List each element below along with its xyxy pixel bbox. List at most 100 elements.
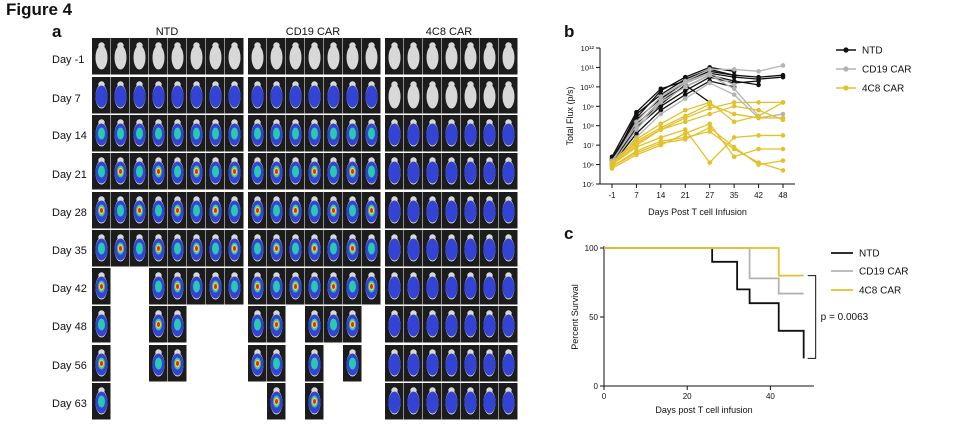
signal-low — [365, 85, 378, 108]
mouse-image — [461, 192, 480, 229]
mouse-head — [429, 42, 436, 49]
mouse-image — [480, 383, 499, 420]
signal-mid — [155, 204, 162, 217]
mouse-head — [391, 81, 398, 88]
mouse-image — [480, 115, 499, 152]
mouse-image — [324, 77, 343, 114]
mouse-image — [267, 345, 286, 382]
signal-high — [176, 208, 179, 213]
signal-high — [157, 322, 160, 327]
mouse-image — [206, 268, 225, 305]
mouse-head — [486, 42, 493, 49]
mouse-image — [225, 153, 244, 190]
mouse-image — [305, 230, 324, 267]
mouse-head — [117, 42, 124, 49]
mouse-image — [385, 77, 404, 114]
mouse-image — [206, 192, 225, 229]
data-point — [731, 119, 737, 125]
x-axis-label: Days post T cell infusion — [655, 405, 752, 415]
data-point — [707, 70, 713, 76]
signal-mid — [136, 242, 143, 255]
mouse-image — [168, 230, 187, 267]
data-point — [682, 74, 688, 80]
mouse-image — [225, 77, 244, 114]
mouse-image — [168, 115, 187, 152]
mouse-image — [130, 38, 149, 75]
y-tick-label: 10⁸ — [582, 122, 594, 131]
x-tick-label: 27 — [705, 191, 714, 200]
signal-low — [483, 391, 496, 414]
signal-mid — [330, 242, 337, 255]
mouse-body — [114, 45, 127, 70]
data-point — [731, 146, 737, 152]
mouse-body — [407, 45, 420, 70]
mouse-image — [480, 230, 499, 267]
mouse-head — [330, 42, 337, 49]
signal-low — [388, 161, 401, 184]
mouse-head — [467, 81, 474, 88]
legend-label: NTD — [862, 46, 883, 57]
group-label-4c8: 4C8 CAR — [425, 26, 473, 38]
mouse-image — [480, 77, 499, 114]
signal-mid — [368, 127, 375, 140]
signal-mid — [349, 357, 356, 370]
data-point — [682, 119, 688, 125]
significance-bracket — [807, 275, 817, 359]
signal-low — [483, 161, 496, 184]
mouse-body — [270, 45, 283, 70]
mouse-image — [499, 345, 518, 382]
data-point — [756, 133, 761, 138]
signal-low — [426, 161, 439, 184]
mouse-image — [480, 268, 499, 305]
data-point — [658, 125, 664, 130]
mouse-image — [92, 383, 111, 420]
signal-high — [294, 208, 297, 213]
signal-mid — [311, 357, 318, 370]
mouse-image — [248, 115, 267, 152]
mouse-image — [423, 230, 442, 267]
data-point — [707, 160, 713, 165]
signal-low — [407, 276, 420, 299]
mouse-image — [499, 77, 518, 114]
signal-low — [388, 276, 401, 299]
mouse-image — [480, 192, 499, 229]
signal-low — [388, 123, 401, 146]
mouse-image — [461, 383, 480, 420]
mouse-image — [305, 77, 324, 114]
x-tick-label: 48 — [779, 191, 788, 200]
mouse-body — [190, 45, 203, 70]
y-axis-label: Total Flux (p/s) — [565, 86, 575, 145]
data-point — [682, 135, 688, 140]
signal-low — [114, 85, 127, 108]
signal-low — [388, 353, 401, 376]
mouse-body — [464, 84, 477, 109]
mouse-head — [311, 42, 318, 49]
signal-high — [275, 169, 278, 174]
signal-low — [502, 123, 515, 146]
mouse-image — [305, 383, 324, 420]
signal-low — [464, 238, 477, 261]
data-point — [780, 111, 786, 117]
signal-mid — [311, 280, 318, 293]
signal-high — [313, 322, 316, 327]
mouse-image — [404, 230, 423, 267]
legend-label: 4C8 CAR — [862, 84, 904, 95]
mouse-image — [92, 153, 111, 190]
mouse-image — [404, 345, 423, 382]
mouse-body — [133, 45, 146, 70]
signal-high — [351, 169, 354, 174]
signal-high — [313, 246, 316, 251]
mouse-image — [267, 38, 286, 75]
data-point — [658, 142, 664, 148]
day-label: Day 28 — [52, 207, 87, 219]
mouse-image — [248, 345, 267, 382]
mouse-image — [267, 230, 286, 267]
signal-low — [502, 314, 515, 337]
mouse-image — [149, 345, 168, 382]
mouse-image — [385, 230, 404, 267]
signal-low — [445, 353, 458, 376]
mouse-body — [228, 45, 241, 70]
signal-low — [407, 200, 420, 223]
signal-high — [119, 169, 122, 174]
